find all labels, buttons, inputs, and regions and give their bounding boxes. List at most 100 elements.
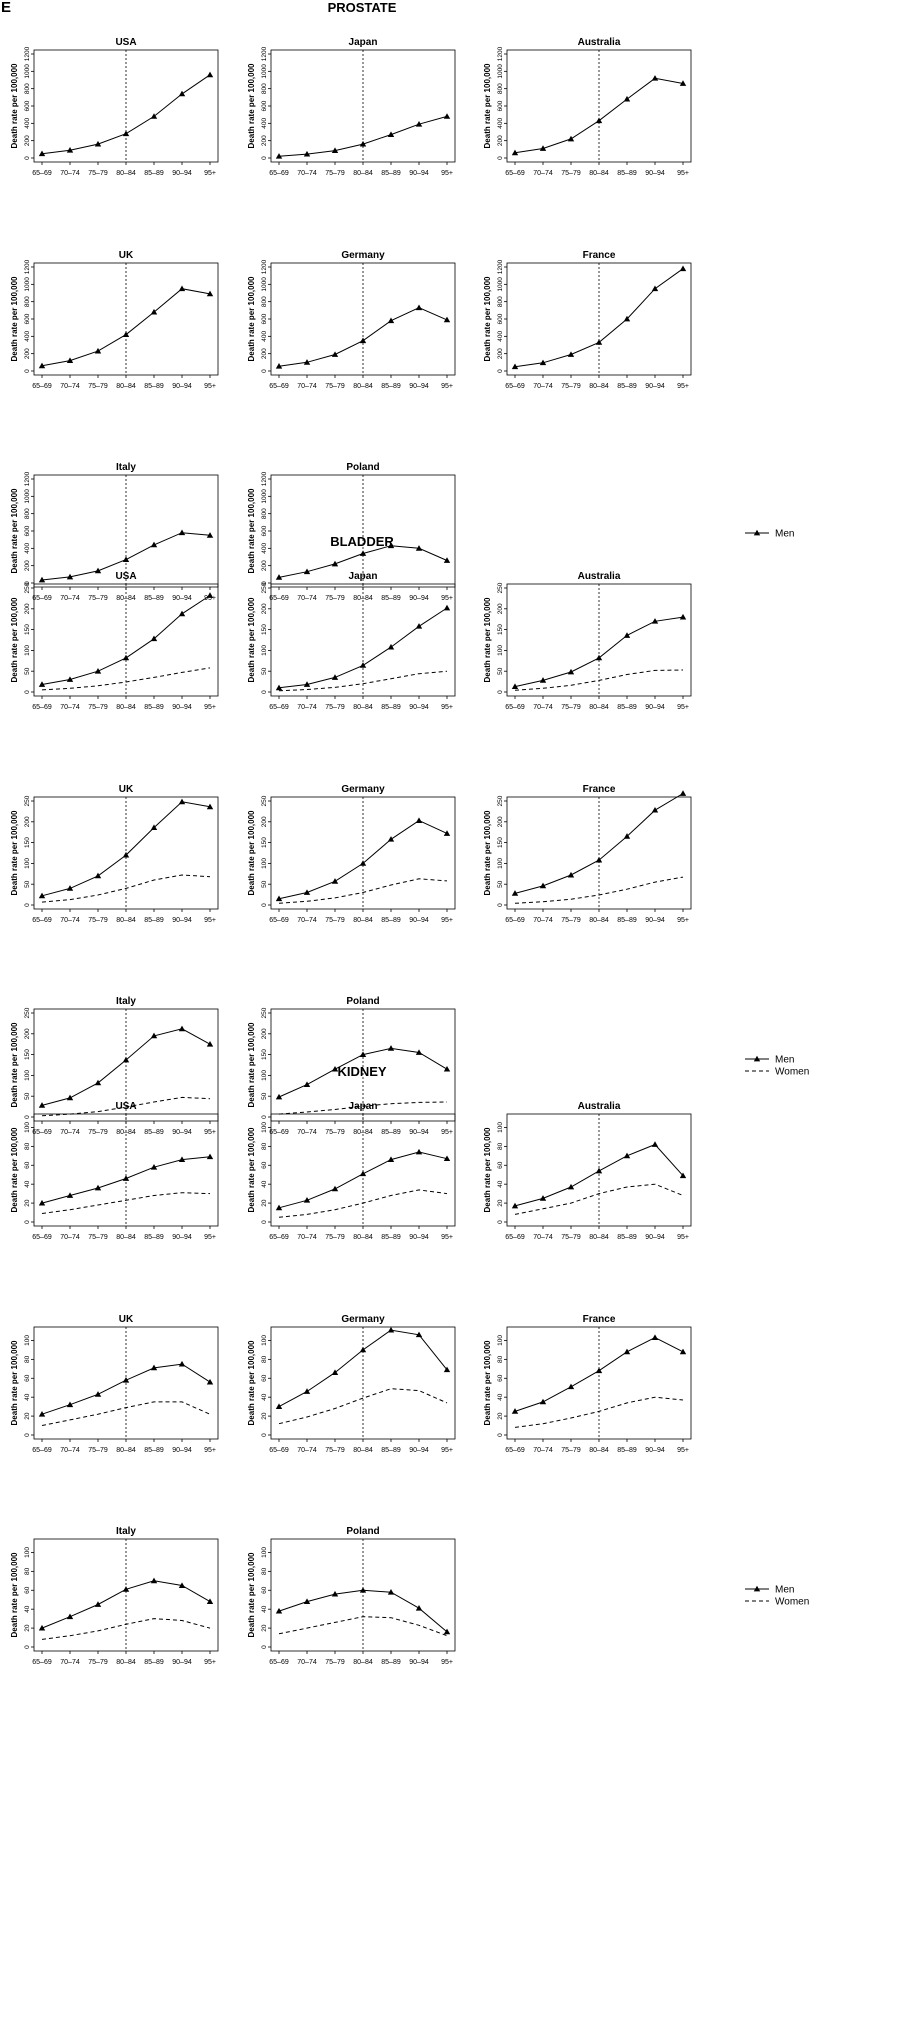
data-point-men: [623, 1348, 631, 1355]
x-tick-label: 65–69: [32, 383, 52, 390]
data-point-men: [331, 351, 339, 357]
x-tick-label: 95+: [204, 917, 216, 924]
data-point-men: [623, 632, 631, 638]
data-point-men: [275, 574, 283, 580]
x-tick-label: 70–74: [60, 170, 80, 177]
y-tick-label: 60: [261, 1586, 268, 1594]
y-tick-label: 0: [24, 369, 31, 373]
data-point-men: [595, 1167, 603, 1174]
data-point-men: [511, 149, 519, 156]
y-tick-label: 80: [261, 1142, 268, 1150]
y-tick-label: 20: [497, 1412, 504, 1420]
y-tick-label: 200: [261, 1028, 268, 1039]
data-point-men: [511, 1408, 519, 1414]
x-tick-label: 75–79: [325, 1447, 345, 1454]
x-tick-label: 90–94: [409, 595, 429, 602]
y-tick-label: 100: [497, 1122, 504, 1133]
data-point-men: [539, 677, 547, 683]
data-point-men: [651, 806, 659, 813]
data-point-men: [38, 1199, 46, 1206]
y-axis-label: Death rate per 100,000: [483, 597, 492, 682]
x-tick-label: 80–84: [353, 1447, 373, 1454]
series-line-women: [278, 1189, 448, 1218]
x-tick-label: 95+: [441, 1234, 453, 1241]
chart-panel-usa: USA 0 200 400 600 800 1000 1200 Death rate per 1…: [10, 37, 219, 177]
legend-label-men: Men: [775, 529, 794, 540]
y-axis-label: Death rate per 100,000: [247, 597, 256, 682]
chart-panel-poland: Poland 0 200 400 600 800 1000 1200 Death rate pe…: [247, 462, 456, 602]
data-point-men: [567, 871, 575, 878]
y-tick-label: 60: [24, 1161, 31, 1169]
x-tick-label: 75–79: [561, 383, 581, 390]
legend-marker-men: [753, 1055, 761, 1062]
x-tick-label: 90–94: [172, 1447, 192, 1454]
x-tick-label: 80–84: [589, 1447, 609, 1454]
y-tick-label: 0: [261, 1645, 268, 1649]
data-point-men: [359, 1587, 367, 1593]
panel-title: France: [583, 784, 616, 795]
x-tick-label: 95+: [441, 595, 453, 602]
data-point-men: [206, 532, 214, 538]
panel-title: Italy: [116, 1526, 136, 1537]
y-tick-label: 200: [24, 348, 31, 359]
y-tick-label: 20: [497, 1199, 504, 1207]
data-point-men: [122, 331, 130, 337]
x-tick-label: 95+: [204, 170, 216, 177]
y-axis-label: Death rate per 100,000: [10, 1552, 19, 1637]
x-tick-label: 70–74: [60, 1447, 80, 1454]
y-tick-label: 60: [497, 1374, 504, 1382]
data-point-men: [679, 1348, 687, 1355]
x-tick-label: 75–79: [325, 170, 345, 177]
chart-panel-usa: USA 0 20 40 60 80 100 Death rate per 100,000 65–…: [10, 1101, 219, 1241]
x-tick-label: 75–79: [325, 595, 345, 602]
data-point-men: [359, 550, 367, 556]
x-tick-label: 80–84: [589, 1234, 609, 1241]
data-point-men: [387, 643, 395, 650]
x-tick-label: 70–74: [60, 1129, 80, 1136]
x-tick-label: 90–94: [645, 1234, 665, 1241]
series-line-women: [41, 667, 211, 691]
y-tick-label: 100: [497, 858, 504, 869]
data-point-men: [66, 1401, 74, 1408]
x-tick-label: 85–89: [144, 170, 164, 177]
x-tick-label: 90–94: [645, 917, 665, 924]
chart-panel-italy: Italy 0 20 40 60 80 100 Death rate per 100,000 6…: [10, 1526, 219, 1666]
panel-title: USA: [115, 571, 136, 582]
legend-label-women: Women: [775, 1597, 809, 1608]
y-tick-label: 1200: [497, 46, 504, 61]
y-tick-label: 150: [24, 1049, 31, 1060]
cancer-section-kidney: KIDNEY USA 0 20 40 60 80 100 Death rate per 100,…: [10, 1064, 809, 1666]
y-tick-label: 80: [497, 1142, 504, 1150]
y-tick-label: 400: [497, 331, 504, 342]
y-axis-label: Death rate per 100,000: [10, 1127, 19, 1212]
x-tick-label: 85–89: [617, 383, 637, 390]
x-tick-label: 70–74: [60, 704, 80, 711]
series-line-women: [41, 874, 211, 903]
y-tick-label: 0: [261, 369, 268, 373]
y-tick-label: 250: [261, 1007, 268, 1018]
series-line-women: [514, 876, 684, 904]
legend-marker-men: [753, 529, 761, 536]
x-tick-label: 80–84: [116, 170, 136, 177]
y-tick-label: 1000: [24, 64, 31, 79]
x-tick-label: 90–94: [409, 1659, 429, 1666]
y-tick-label: 100: [24, 1335, 31, 1346]
data-point-men: [38, 362, 46, 369]
series-line-women: [41, 1618, 211, 1640]
panel-letter: E: [1, 0, 11, 16]
x-tick-label: 70–74: [297, 1129, 317, 1136]
y-tick-label: 800: [261, 296, 268, 307]
panel-title: Poland: [346, 462, 379, 473]
chart-panel-germany: Germany 0 20 40 60 80 100 Death rate per 100,00…: [247, 1314, 456, 1454]
data-point-men: [359, 1170, 367, 1177]
y-axis-label: Death rate per 100,000: [247, 1127, 256, 1212]
y-tick-label: 150: [261, 1049, 268, 1060]
data-point-men: [679, 613, 687, 620]
y-tick-label: 1200: [261, 259, 268, 274]
data-point-men: [150, 824, 158, 831]
data-point-men: [178, 1582, 186, 1588]
data-point-men: [443, 1155, 451, 1162]
data-point-men: [567, 1183, 575, 1190]
y-tick-label: 0: [24, 1115, 31, 1119]
x-tick-label: 75–79: [88, 1659, 108, 1666]
